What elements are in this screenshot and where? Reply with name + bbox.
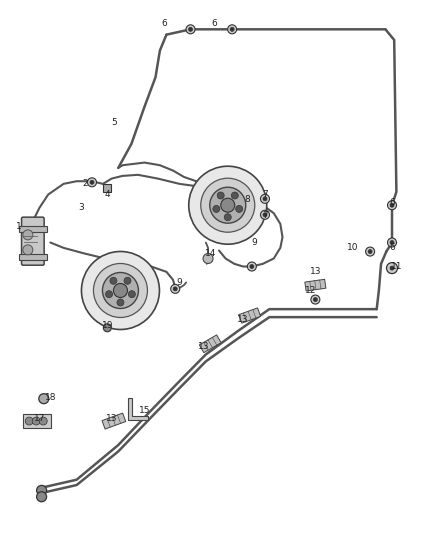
Bar xyxy=(199,335,221,353)
Circle shape xyxy=(313,297,318,302)
Text: 10: 10 xyxy=(347,244,358,252)
Circle shape xyxy=(366,247,374,256)
Circle shape xyxy=(103,324,111,332)
Text: 9: 9 xyxy=(251,238,257,247)
Circle shape xyxy=(93,263,148,318)
Circle shape xyxy=(23,230,33,240)
Circle shape xyxy=(124,277,131,284)
Bar xyxy=(102,413,126,429)
Circle shape xyxy=(173,287,177,291)
Text: 12: 12 xyxy=(305,286,317,295)
Circle shape xyxy=(90,180,94,184)
Circle shape xyxy=(261,195,269,203)
Circle shape xyxy=(368,249,372,254)
Text: 2: 2 xyxy=(83,180,88,188)
Circle shape xyxy=(186,25,195,34)
Circle shape xyxy=(228,25,237,34)
Text: 19: 19 xyxy=(102,321,113,329)
Bar xyxy=(19,254,47,260)
Circle shape xyxy=(213,205,220,213)
Circle shape xyxy=(39,394,49,403)
Circle shape xyxy=(388,201,396,209)
Bar xyxy=(103,183,111,192)
Text: 18: 18 xyxy=(45,393,56,401)
Text: 5: 5 xyxy=(111,118,117,127)
Circle shape xyxy=(110,277,117,284)
Circle shape xyxy=(221,198,235,212)
Circle shape xyxy=(113,284,127,297)
Circle shape xyxy=(188,27,193,31)
Text: 6: 6 xyxy=(161,20,167,28)
Circle shape xyxy=(102,272,138,309)
Circle shape xyxy=(390,203,394,207)
Circle shape xyxy=(37,492,46,502)
Text: 9: 9 xyxy=(177,278,183,287)
Bar xyxy=(19,225,47,232)
Bar xyxy=(23,414,51,428)
Circle shape xyxy=(217,192,224,199)
Circle shape xyxy=(261,211,269,219)
Circle shape xyxy=(390,266,394,270)
Text: 3: 3 xyxy=(78,204,84,212)
Circle shape xyxy=(224,214,231,221)
Circle shape xyxy=(203,254,213,263)
Circle shape xyxy=(236,205,243,213)
Circle shape xyxy=(88,178,96,187)
FancyBboxPatch shape xyxy=(21,217,44,265)
Text: 8: 8 xyxy=(244,196,251,204)
Circle shape xyxy=(189,166,267,244)
Text: 11: 11 xyxy=(391,262,402,271)
Circle shape xyxy=(390,240,394,245)
Text: 6: 6 xyxy=(389,198,395,207)
Text: 15: 15 xyxy=(139,406,150,415)
Circle shape xyxy=(37,486,46,495)
Circle shape xyxy=(23,245,33,255)
Bar xyxy=(239,308,261,323)
Bar xyxy=(305,279,326,291)
Text: 6: 6 xyxy=(212,20,218,28)
Circle shape xyxy=(32,417,40,425)
Circle shape xyxy=(201,178,255,232)
Text: 6: 6 xyxy=(389,244,395,252)
Text: 13: 13 xyxy=(237,316,249,324)
Circle shape xyxy=(210,187,246,223)
Circle shape xyxy=(230,27,234,31)
Polygon shape xyxy=(128,398,148,420)
Circle shape xyxy=(250,264,254,269)
Text: 7: 7 xyxy=(262,212,268,220)
Circle shape xyxy=(388,264,396,272)
Circle shape xyxy=(263,213,267,217)
Circle shape xyxy=(247,262,256,271)
Text: 17: 17 xyxy=(34,414,45,423)
Circle shape xyxy=(231,192,238,199)
Text: 13: 13 xyxy=(310,268,321,276)
Circle shape xyxy=(171,285,180,293)
Circle shape xyxy=(106,290,113,298)
Text: 14: 14 xyxy=(205,249,216,257)
Circle shape xyxy=(81,252,159,329)
Circle shape xyxy=(311,295,320,304)
Circle shape xyxy=(263,197,267,201)
Circle shape xyxy=(39,417,47,425)
Text: 13: 13 xyxy=(198,342,209,351)
Text: 1: 1 xyxy=(15,222,21,231)
Circle shape xyxy=(25,417,33,425)
Text: 13: 13 xyxy=(106,414,117,423)
Text: 7: 7 xyxy=(262,190,268,199)
Circle shape xyxy=(128,290,135,298)
Circle shape xyxy=(117,299,124,306)
Circle shape xyxy=(386,263,398,273)
Text: 4: 4 xyxy=(105,190,110,199)
Circle shape xyxy=(388,238,396,247)
